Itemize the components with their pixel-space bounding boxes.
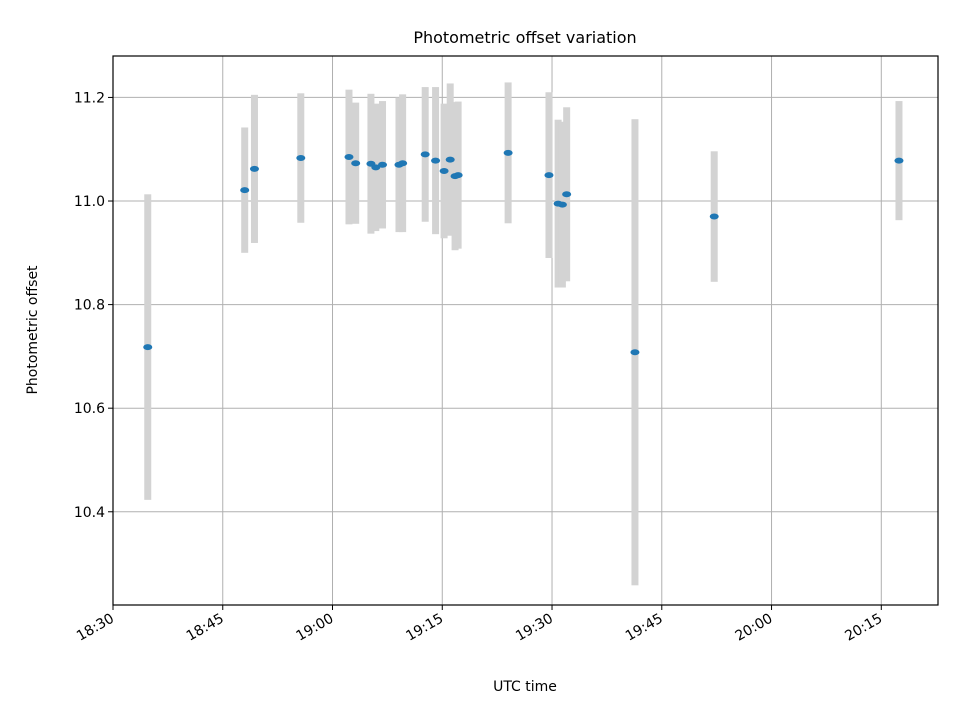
data-point	[371, 164, 381, 171]
x-tick-label: 20:00	[733, 611, 776, 645]
y-axis-ticks: 10.4 10.6 10.8 11.0 11.2	[74, 90, 113, 521]
data-point	[240, 187, 250, 194]
error-bars	[144, 82, 903, 586]
grid	[112, 56, 938, 605]
y-tick-label: 11.2	[74, 90, 105, 106]
data-point	[296, 155, 306, 162]
x-tick-label: 19:15	[403, 611, 446, 645]
data-point	[378, 161, 388, 168]
data-point	[503, 149, 513, 156]
data-point	[544, 172, 554, 179]
y-tick-label: 10.8	[74, 298, 105, 314]
data-point	[709, 213, 719, 220]
y-tick-label: 10.6	[74, 401, 105, 417]
data-point	[249, 165, 259, 172]
data-point	[562, 191, 572, 198]
data-point	[445, 156, 455, 163]
data-point	[344, 153, 354, 160]
data-point	[439, 167, 449, 174]
y-tick-label: 11.0	[74, 194, 105, 210]
data-point	[143, 344, 153, 351]
data-point	[420, 151, 430, 158]
data-point	[894, 157, 904, 164]
y-axis-label: Photometric offset	[25, 265, 41, 395]
y-tick-label: 10.4	[74, 505, 105, 521]
x-tick-label: 19:30	[513, 611, 556, 645]
x-tick-label: 18:45	[184, 611, 227, 645]
x-axis-label: UTC time	[493, 679, 557, 695]
data-points	[143, 149, 904, 356]
x-tick-label: 18:30	[74, 611, 117, 645]
x-tick-label: 20:15	[842, 611, 885, 645]
x-tick-label: 19:00	[294, 611, 337, 645]
data-point	[630, 349, 640, 356]
x-axis-ticks: 18:30 18:45 19:00 19:15 19:30 19:45 20:00 20:15	[74, 605, 885, 645]
chart-title: Photometric offset variation	[413, 28, 636, 47]
plot-frame	[112, 55, 939, 606]
data-point	[398, 160, 408, 167]
data-point	[431, 157, 441, 164]
data-point	[351, 160, 361, 167]
data-point	[453, 172, 463, 179]
data-point	[557, 201, 567, 208]
x-tick-label: 19:45	[623, 611, 666, 645]
